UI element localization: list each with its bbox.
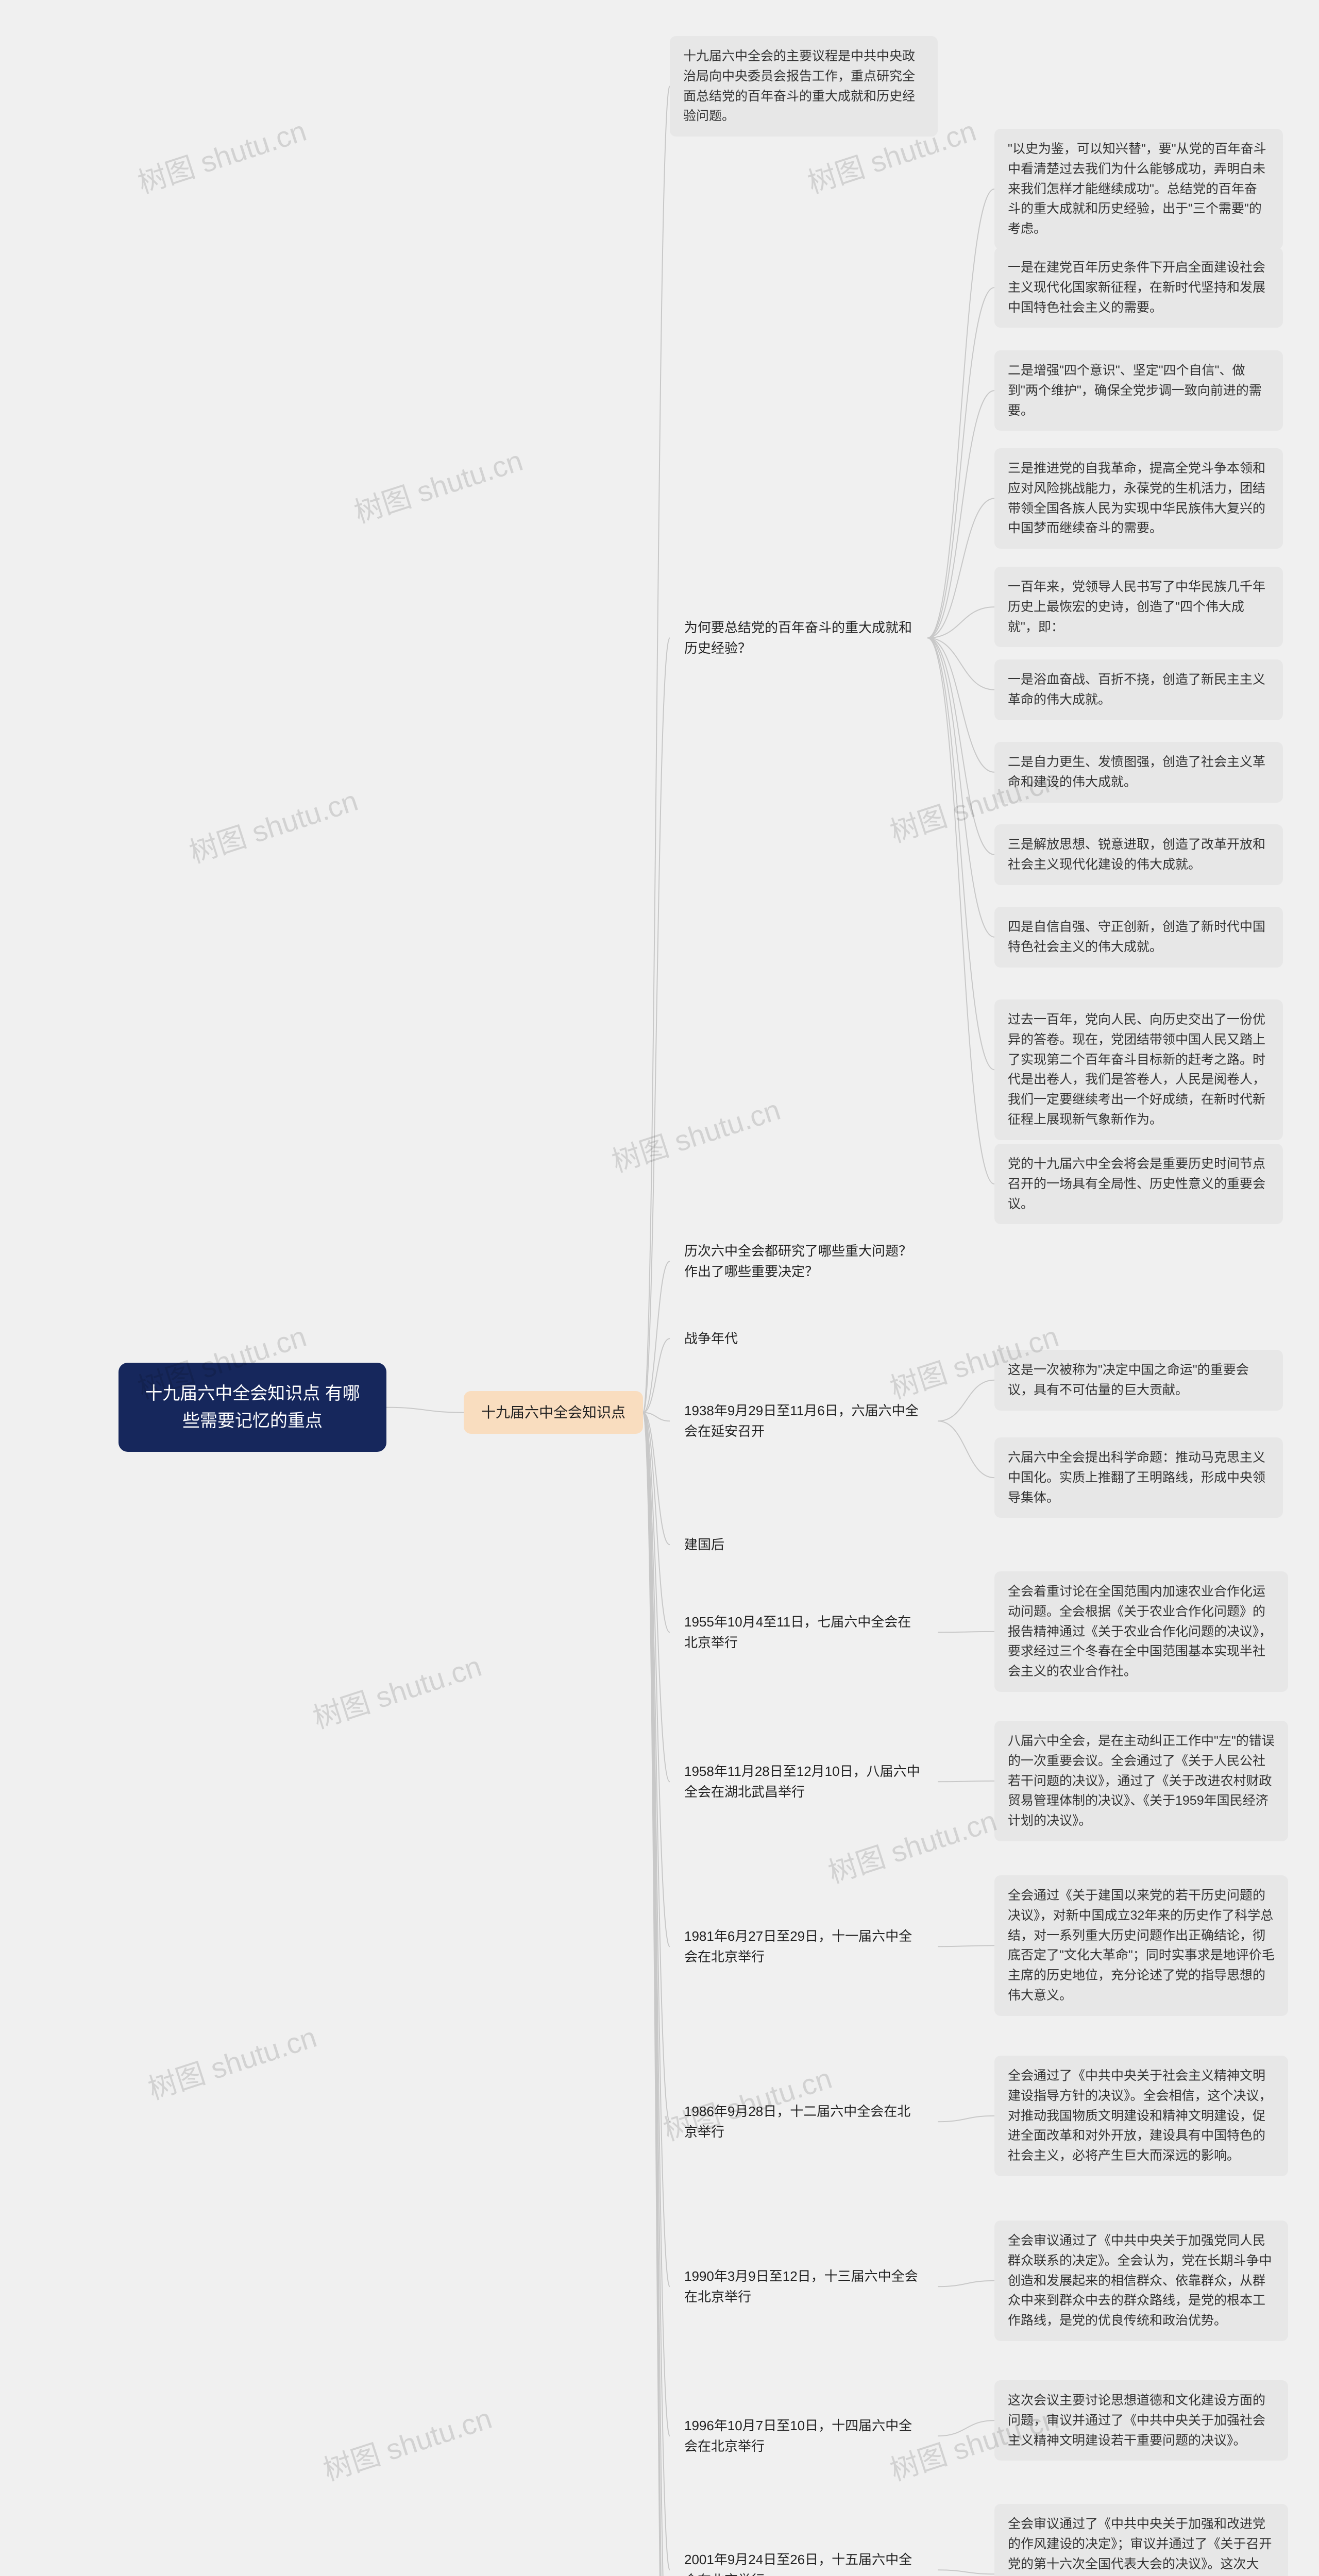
history-question-node[interactable]: 历次六中全会都研究了哪些重大问题？作出了哪些重要决定？ <box>670 1231 938 1292</box>
session-detail[interactable]: 全会通过了《中共中央关于社会主义精神文明建设指导方针的决议》。全会相信，这个决议… <box>994 2056 1288 2176</box>
session-1938-item[interactable]: 六届六中全会提出科学命题：推动马克思主义中国化。实质上推翻了王明路线，形成中央领… <box>994 1437 1283 1518</box>
session-node[interactable]: 2001年9月24日至26日，十五届六中全会在北京举行 <box>670 2540 938 2576</box>
why-item[interactable]: 三是推进党的自我革命，提高全党斗争本领和应对风险挑战能力，永葆党的生机活力，团结… <box>994 448 1283 549</box>
session-detail[interactable]: 全会审议通过了《中共中央关于加强和改进党的作风建设的决定》；审议并通过了《关于召… <box>994 2504 1288 2576</box>
session-node[interactable]: 1981年6月27日至29日，十一届六中全会在北京举行 <box>670 1917 938 1977</box>
session-detail[interactable]: 全会着重讨论在全国范围内加速农业合作化运动问题。全会根据《关于农业合作化问题》的… <box>994 1571 1288 1692</box>
founding-node[interactable]: 建国后 <box>670 1525 739 1564</box>
session-1938-item[interactable]: 这是一次被称为"决定中国之命运"的重要会议，具有不可估量的巨大贡献。 <box>994 1350 1283 1411</box>
why-item[interactable]: 三是解放思想、锐意进取，创造了改革开放和社会主义现代化建设的伟大成就。 <box>994 824 1283 885</box>
category-node[interactable]: 十九届六中全会知识点 <box>464 1391 643 1434</box>
why-item[interactable]: 一百年来，党领导人民书写了中华民族几千年历史上最恢宏的史诗，创造了"四个伟大成就… <box>994 567 1283 647</box>
war-era-node[interactable]: 战争年代 <box>670 1319 752 1358</box>
session-detail[interactable]: 八届六中全会，是在主动纠正工作中"左"的错误的一次重要会议。全会通过了《关于人民… <box>994 1721 1288 1841</box>
session-node[interactable]: 1955年10月4至11日，七届六中全会在北京举行 <box>670 1602 938 1663</box>
session-detail[interactable]: 全会审议通过了《中共中央关于加强党同人民群众联系的决定》。全会认为，党在长期斗争… <box>994 2221 1288 2341</box>
root-node[interactable]: 十九届六中全会知识点 有哪些需要记忆的重点 <box>119 1363 386 1452</box>
session-node[interactable]: 1990年3月9日至12日，十三届六中全会在北京举行 <box>670 2257 938 2317</box>
why-item[interactable]: 党的十九届六中全会将会是重要历史时间节点召开的一场具有全局性、历史性意义的重要会… <box>994 1144 1283 1224</box>
why-item[interactable]: 二是自力更生、发愤图强，创造了社会主义革命和建设的伟大成就。 <box>994 742 1283 803</box>
why-item[interactable]: 一是在建党百年历史条件下开启全面建设社会主义现代化国家新征程，在新时代坚持和发展… <box>994 247 1283 328</box>
why-item[interactable]: "以史为鉴，可以知兴替"，要"从党的百年奋斗中看清楚过去我们为什么能够成功，弄明… <box>994 129 1283 249</box>
why-question-node[interactable]: 为何要总结党的百年奋斗的重大成就和历史经验？ <box>670 608 927 668</box>
session-node[interactable]: 1958年11月28日至12月10日，八届六中全会在湖北武昌举行 <box>670 1752 938 1812</box>
session-node[interactable]: 1986年9月28日，十二届六中全会在北京举行 <box>670 2092 938 2152</box>
session-detail[interactable]: 全会通过《关于建国以来党的若干历史问题的决议》，对新中国成立32年来的历史作了科… <box>994 1875 1288 2016</box>
session-node[interactable]: 1996年10月7日至10日，十四届六中全会在北京举行 <box>670 2406 938 2466</box>
why-item[interactable]: 过去一百年，党向人民、向历史交出了一份优异的答卷。现在，党团结带领中国人民又踏上… <box>994 999 1283 1140</box>
why-item[interactable]: 二是增强"四个意识"、坚定"四个自信"、做到"两个维护"，确保全党步调一致向前进… <box>994 350 1283 431</box>
why-item[interactable]: 一是浴血奋战、百折不挠，创造了新民主主义革命的伟大成就。 <box>994 659 1283 720</box>
mindmap-canvas: 十九届六中全会知识点 有哪些需要记忆的重点 十九届六中全会知识点 十九届六中全会… <box>0 0 1319 2576</box>
session-1938-node[interactable]: 1938年9月29日至11月6日，六届六中全会在延安召开 <box>670 1391 938 1451</box>
intro-node[interactable]: 十九届六中全会的主要议程是中共中央政治局向中央委员会报告工作，重点研究全面总结党… <box>670 36 938 137</box>
session-detail[interactable]: 这次会议主要讨论思想道德和文化建设方面的问题，审议并通过了《中共中央关于加强社会… <box>994 2380 1288 2461</box>
why-item[interactable]: 四是自信自强、守正创新，创造了新时代中国特色社会主义的伟大成就。 <box>994 907 1283 968</box>
